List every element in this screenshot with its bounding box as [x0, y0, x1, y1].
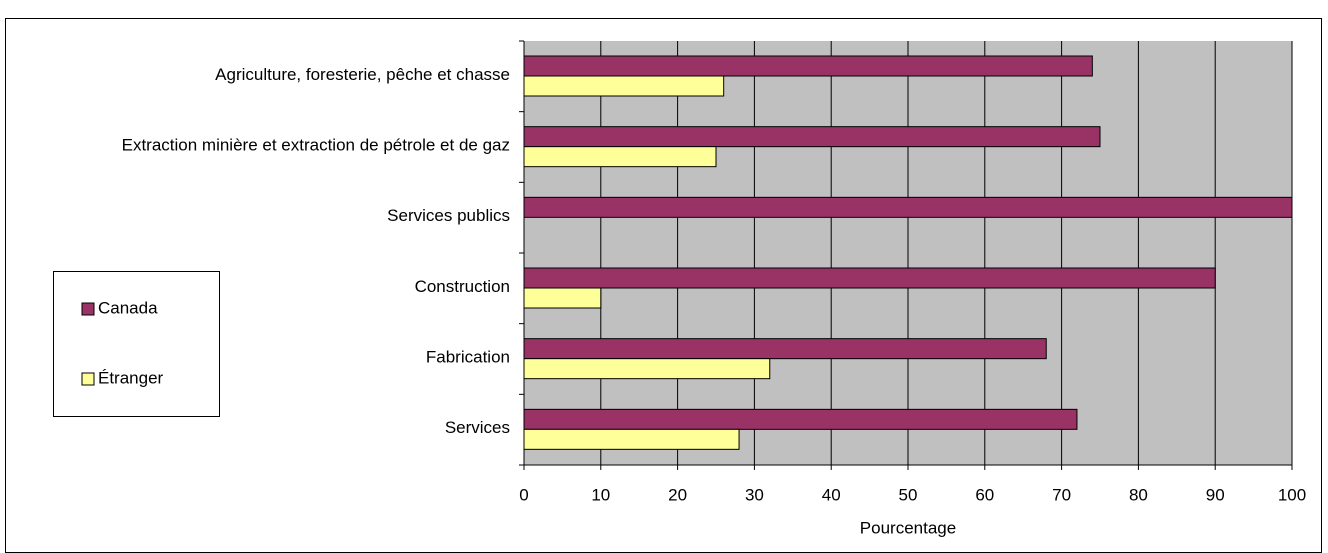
legend-swatch — [81, 302, 95, 316]
y-tick-label: Agriculture, foresterie, pêche et chasse — [215, 65, 510, 84]
bar — [523, 358, 771, 380]
x-tick-label: 20 — [668, 485, 687, 504]
bar — [523, 287, 602, 309]
x-tick-label: 50 — [899, 485, 918, 504]
y-tick-label: Fabrication — [426, 347, 510, 366]
y-tick-label: Services publics — [387, 206, 510, 225]
legend-label: Étranger — [98, 368, 164, 387]
legend-swatch — [81, 372, 95, 386]
y-tick-label: Services — [445, 418, 510, 437]
bar — [523, 196, 1293, 218]
x-tick-label: 40 — [822, 485, 841, 504]
legend-label: Canada — [98, 298, 158, 317]
x-tick-label: 80 — [1129, 485, 1148, 504]
x-tick-label: 10 — [591, 485, 610, 504]
bar — [523, 338, 1047, 360]
bar — [523, 75, 725, 97]
x-tick-label: 90 — [1206, 485, 1225, 504]
bar — [523, 55, 1093, 77]
x-tick-label: 100 — [1278, 485, 1306, 504]
bar — [523, 146, 717, 168]
bar — [523, 408, 1078, 430]
x-tick-label: 30 — [745, 485, 764, 504]
x-tick-label: 0 — [519, 485, 528, 504]
bar — [523, 267, 1216, 289]
legend-box — [53, 271, 220, 417]
y-tick-label: Construction — [415, 277, 510, 296]
x-tick-label: 70 — [1052, 485, 1071, 504]
bar — [523, 126, 1101, 148]
x-axis-title: Pourcentage — [860, 518, 956, 537]
y-tick-label: Extraction minière et extraction de pétr… — [122, 135, 510, 154]
x-tick-label: 60 — [975, 485, 994, 504]
bar — [523, 428, 740, 450]
